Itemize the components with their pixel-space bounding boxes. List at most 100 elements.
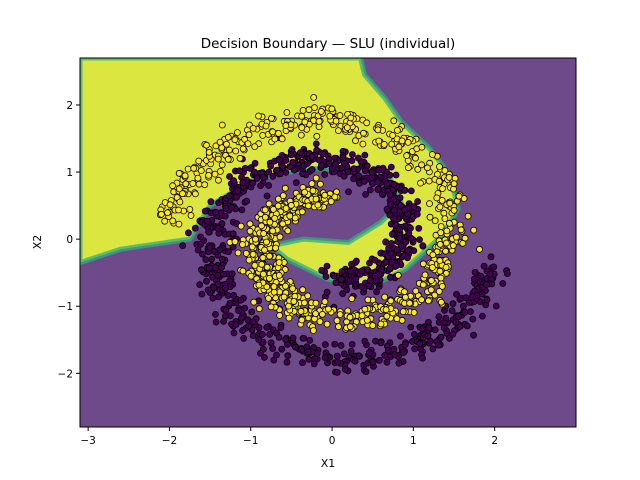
scatter-point [419,242,427,250]
scatter-point [239,327,247,334]
scatter-point [275,333,283,341]
scatter-point [261,213,269,221]
scatter-point [323,262,331,270]
scatter-point [375,137,383,145]
scatter-point [469,315,477,323]
scatter-point [277,324,285,332]
y-tick-label: −2 [58,368,73,380]
scatter-point [259,270,267,278]
scatter-point [388,230,396,238]
scatter-point [375,356,383,364]
scatter-point [265,182,273,189]
scatter-point [442,239,450,247]
scatter-point [321,354,329,362]
scatter-point [410,203,418,211]
scatter-point [503,270,511,278]
scatter-point [210,284,218,292]
scatter-point [390,215,398,223]
scatter-point [245,256,253,264]
scatter-point [487,253,495,261]
scatter-point [374,185,382,193]
scatter-point [471,268,479,276]
scatter-point [255,112,262,120]
scatter-point [169,217,177,225]
scatter-point [201,181,209,189]
scatter-point [393,126,401,134]
scatter-point [470,275,478,283]
scatter-point [214,225,222,232]
scatter-point [312,174,320,182]
scatter-point [369,180,376,188]
scatter-point [267,339,275,347]
scatter-point [428,151,436,158]
scatter-point [459,302,467,310]
scatter-point [416,340,424,348]
scatter-point [245,131,253,139]
scatter-point [239,267,247,275]
scatter-point [345,188,352,196]
scatter-point [314,201,322,209]
scatter-point [417,179,424,187]
scatter-point [429,345,437,353]
scatter-point [442,247,450,255]
scatter-point [299,170,307,178]
scatter-point [223,140,230,148]
scatter-point [197,240,205,248]
scatter-point [272,244,280,252]
scatter-point [243,197,251,205]
scatter-point [414,198,422,205]
scatter-point [271,214,279,222]
scatter-point [237,296,245,304]
scatter-point [298,316,306,324]
scatter-point [375,166,383,174]
scatter-point [267,162,275,170]
scatter-point [263,263,271,271]
scatter-point [411,345,419,353]
scatter-point [361,305,369,313]
x-tick-label: −1 [243,435,258,447]
scatter-point [377,320,385,328]
scatter-point [399,308,407,316]
scatter-point [251,261,259,269]
scatter-point [332,160,340,168]
scatter-point [339,154,347,162]
scatter-point [365,349,373,357]
scatter-point [436,257,444,265]
scatter-point [443,227,451,235]
scatter-point [394,271,402,279]
scatter-point [426,213,434,221]
scatter-point [308,153,316,160]
scatter-point [205,228,213,236]
scatter-point [330,272,338,280]
scatter-point [269,205,277,213]
scatter-point [214,155,222,163]
scatter-point [446,199,454,207]
scatter-point [310,360,318,368]
scatter-point [384,346,392,354]
y-axis-label: X2 [31,235,44,250]
scatter-point [410,309,418,316]
scatter-point [176,198,184,206]
scatter-point [418,325,426,333]
scatter-point [279,192,287,200]
scatter-point [397,332,404,340]
scatter-point [435,287,443,295]
scatter-point [386,200,394,208]
scatter-point [340,160,348,167]
scatter-point [463,322,471,330]
scatter-point [407,187,415,195]
scatter-point [442,263,450,271]
scatter-point [296,149,304,157]
scatter-point [275,129,282,137]
scatter-point [209,294,217,302]
scatter-point [220,270,228,278]
scatter-point [346,313,354,321]
scatter-point [470,331,477,339]
scatter-point [437,274,445,282]
scatter-point [333,317,341,325]
scatter-point [368,169,376,176]
scatter-point [390,196,398,204]
scatter-point [308,166,316,173]
scatter-point [406,299,414,307]
scatter-point [265,274,273,282]
